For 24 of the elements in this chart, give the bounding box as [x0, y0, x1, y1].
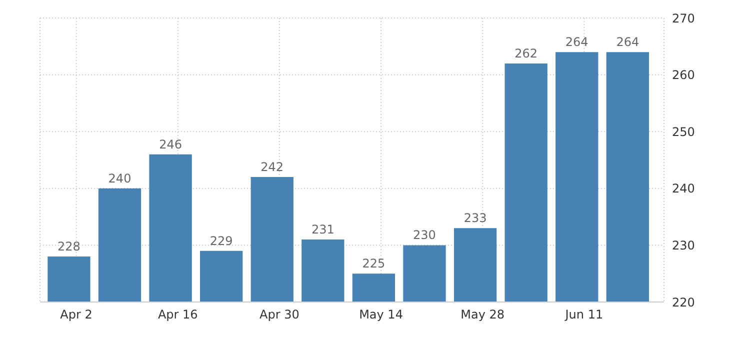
x-tick-label: May 28 [460, 308, 505, 322]
data-label: 231 [311, 222, 334, 237]
y-tick-label: 230 [672, 238, 695, 252]
y-tick-label: 260 [672, 68, 695, 82]
data-label: 242 [260, 160, 284, 174]
x-tick-label: Apr 16 [158, 308, 198, 322]
data-label: 240 [108, 171, 132, 186]
data-label: 230 [413, 228, 436, 242]
data-label: 229 [210, 234, 233, 248]
y-tick-label: 240 [672, 182, 695, 196]
x-tick-label: Apr 30 [260, 308, 300, 322]
data-label: 225 [362, 256, 386, 271]
data-label: 262 [514, 46, 538, 60]
data-label: 233 [464, 211, 487, 226]
x-tick-label: Jun 11 [564, 308, 604, 322]
data-label: 246 [159, 137, 182, 152]
data-label: 264 [565, 35, 588, 50]
y-tick-label: 270 [672, 11, 695, 26]
x-tick-label: Apr 2 [60, 308, 92, 322]
y-tick-label: 220 [672, 295, 695, 310]
x-tick-label: May 14 [359, 308, 403, 322]
data-label: 228 [58, 240, 80, 254]
data-label: 264 [616, 35, 640, 50]
y-tick-label: 250 [672, 124, 695, 139]
